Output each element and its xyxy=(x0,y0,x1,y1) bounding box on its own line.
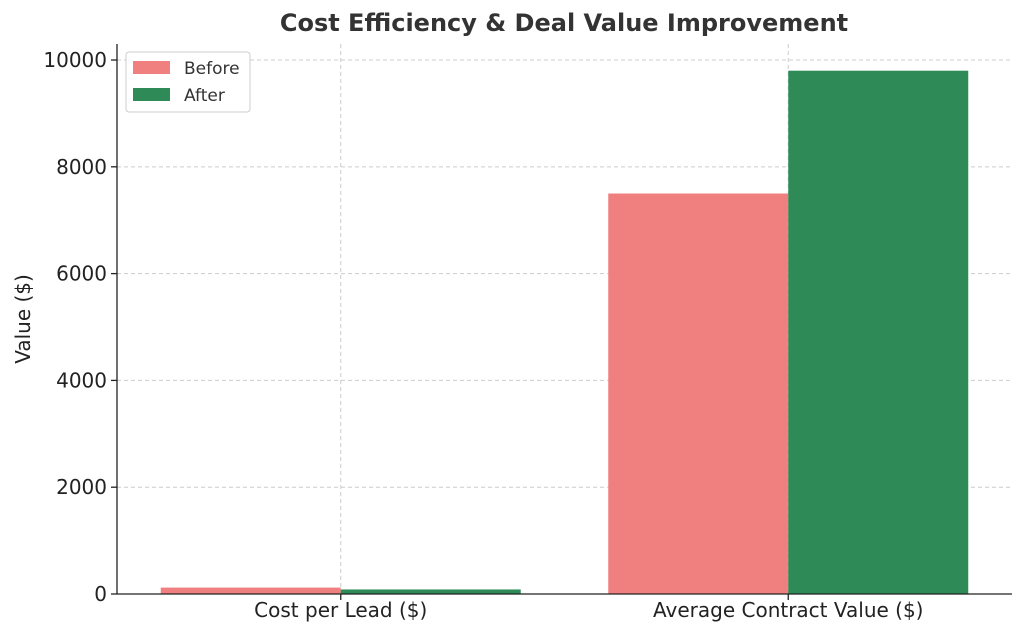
y-tick-label: 6000 xyxy=(56,262,107,286)
legend-label-before: Before xyxy=(184,59,240,79)
bar-after-0 xyxy=(340,589,521,594)
x-tick-label: Cost per Lead ($) xyxy=(254,598,427,622)
ticks-layer: 0 2000 4000 6000 8000 10000 Cost per Lead ($) A… xyxy=(43,48,923,622)
y-tick-label: 8000 xyxy=(56,155,107,179)
chart-title: Cost Efficiency & Deal Value Improvement xyxy=(280,9,848,37)
x-tick-label: Average Contract Value ($) xyxy=(653,598,924,622)
axes-layer xyxy=(116,44,1012,595)
y-tick-label: 0 xyxy=(94,582,107,606)
legend: Before After xyxy=(125,51,251,113)
bars-layer xyxy=(160,70,969,594)
legend-label-after: After xyxy=(184,86,225,106)
y-axis-label: Value ($) xyxy=(11,274,35,364)
y-tick-label: 4000 xyxy=(56,368,107,392)
legend-swatch-after xyxy=(133,88,170,101)
bar-before-0 xyxy=(160,587,341,594)
bar-before-1 xyxy=(608,193,789,594)
legend-swatch-before xyxy=(133,61,170,74)
y-tick-label: 2000 xyxy=(56,475,107,499)
y-tick-label: 10000 xyxy=(43,48,107,72)
bar-after-1 xyxy=(788,70,969,594)
legend-items: Before After xyxy=(133,59,240,106)
